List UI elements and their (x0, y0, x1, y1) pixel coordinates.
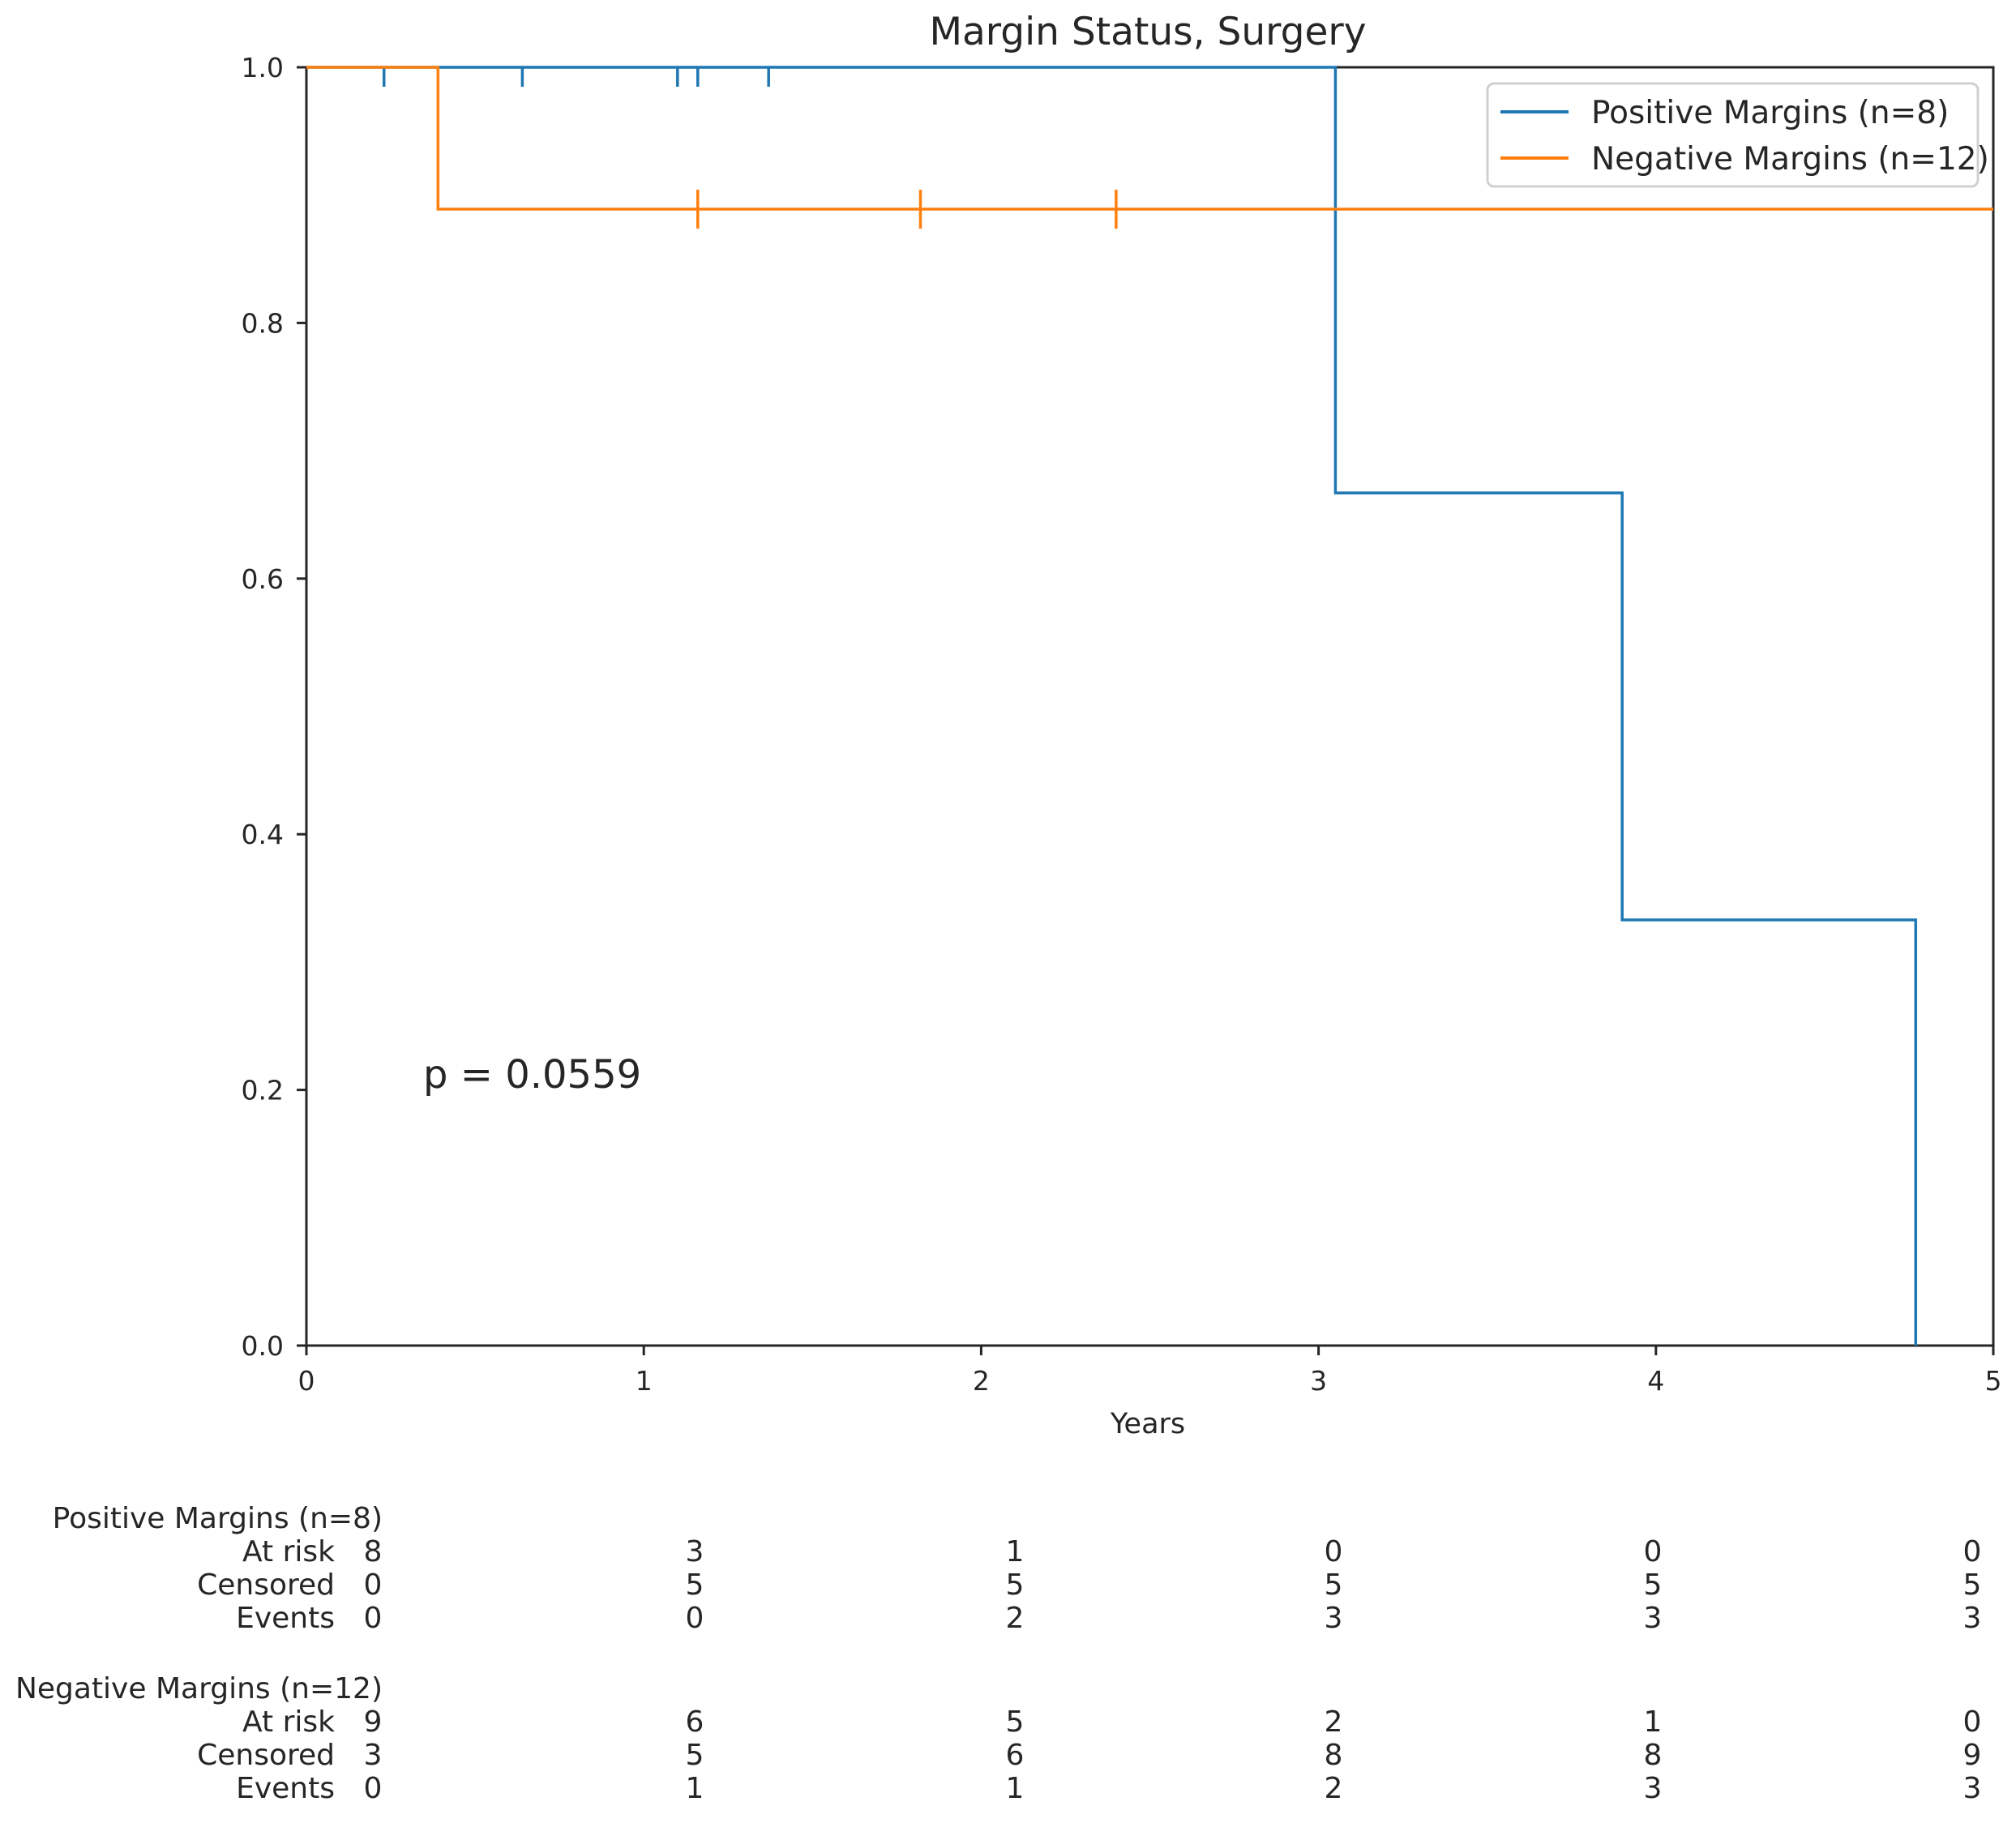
risk-cell: 1 (1644, 1705, 1663, 1739)
x-tick-label: 1 (636, 1365, 653, 1397)
risk-cell: 1 (1006, 1535, 1025, 1568)
risk-cell: 5 (1006, 1568, 1025, 1602)
series-layer (306, 66, 1993, 1346)
risk-cell: 9 (364, 1705, 383, 1739)
risk-group-name: Negative Margins (n=12) (15, 1672, 383, 1705)
legend-label: Negative Margins (n=12) (1591, 141, 1989, 178)
risk-cell: 0 (686, 1602, 704, 1635)
risk-cell: 5 (1325, 1568, 1343, 1602)
risk-cell: 3 (1963, 1602, 1982, 1635)
y-tick-label: 0.6 (242, 563, 284, 595)
x-tick-label: 2 (973, 1365, 990, 1397)
risk-cell: 6 (1006, 1739, 1025, 1772)
risk-cell: 3 (364, 1739, 383, 1772)
risk-cell: 1 (1006, 1772, 1025, 1805)
y-tick-label: 0.4 (242, 819, 284, 850)
y-tick-label: 0.2 (242, 1075, 284, 1106)
risk-cell: 3 (1325, 1602, 1343, 1635)
y-tick-label: 0.0 (242, 1330, 284, 1362)
risk-row-label: At risk (242, 1705, 335, 1739)
risk-cell: 5 (1644, 1568, 1663, 1602)
risk-cell: 8 (1644, 1739, 1663, 1772)
risk-cell: 0 (1963, 1535, 1982, 1568)
risk-cell: 0 (1963, 1705, 1982, 1739)
survival-curve-0 (306, 66, 1918, 1346)
risk-cell: 5 (1963, 1568, 1982, 1602)
x-axis: 0 1 2 3 4 5 (298, 1346, 2002, 1397)
x-tick-label: 5 (1985, 1365, 2002, 1397)
risk-cell: 0 (364, 1568, 383, 1602)
risk-table: Positive Margins (n=8)At risk 8 3 1 0 0 0Censo… (15, 1502, 1982, 1805)
x-tick-label: 3 (1310, 1365, 1327, 1397)
risk-cell: 2 (1325, 1772, 1343, 1805)
p-value-annotation: p = 0.0559 (423, 1052, 641, 1098)
risk-cell: 0 (1325, 1535, 1343, 1568)
x-tick-label: 0 (298, 1365, 315, 1397)
risk-row-label: Censored (197, 1739, 335, 1772)
risk-cell: 9 (1963, 1739, 1982, 1772)
risk-cell: 0 (1644, 1535, 1663, 1568)
risk-cell: 5 (1006, 1705, 1025, 1739)
y-axis: 0.0 0.2 0.4 0.6 0.8 1.0 (242, 52, 306, 1362)
y-tick-label: 0.8 (242, 307, 284, 339)
legend: Positive Margins (n=8) Negative Margins (… (1486, 82, 1989, 188)
risk-row-label: Events (236, 1602, 335, 1635)
risk-cell: 3 (1963, 1772, 1982, 1805)
risk-cell: 3 (686, 1535, 704, 1568)
risk-cell: 5 (686, 1568, 704, 1602)
risk-cell: 0 (364, 1602, 383, 1635)
plot-area (305, 66, 1995, 1347)
chart-title: Margin Status, Surgery (929, 10, 1366, 54)
legend-box (1486, 82, 1980, 188)
risk-cell: 3 (1644, 1602, 1663, 1635)
risk-cell: 1 (686, 1772, 704, 1805)
y-tick-label: 1.0 (242, 52, 284, 83)
risk-cell: 2 (1006, 1602, 1025, 1635)
risk-cell: 0 (364, 1772, 383, 1805)
survival-curve-1 (306, 66, 1993, 211)
x-axis-label: Years (1110, 1408, 1185, 1440)
plot-frame (305, 66, 1995, 1347)
risk-cell: 3 (1644, 1772, 1663, 1805)
risk-group-name: Positive Margins (n=8) (53, 1502, 383, 1535)
risk-row-label: At risk (242, 1535, 335, 1568)
risk-cell: 2 (1325, 1705, 1343, 1739)
risk-cell: 5 (686, 1739, 704, 1772)
risk-cell: 8 (364, 1535, 383, 1568)
risk-row-label: Censored (197, 1568, 335, 1602)
risk-row-label: Events (236, 1772, 335, 1805)
risk-cell: 8 (1325, 1739, 1343, 1772)
risk-cell: 6 (686, 1705, 704, 1739)
legend-label: Positive Margins (n=8) (1591, 95, 1949, 131)
x-tick-label: 4 (1647, 1365, 1664, 1397)
